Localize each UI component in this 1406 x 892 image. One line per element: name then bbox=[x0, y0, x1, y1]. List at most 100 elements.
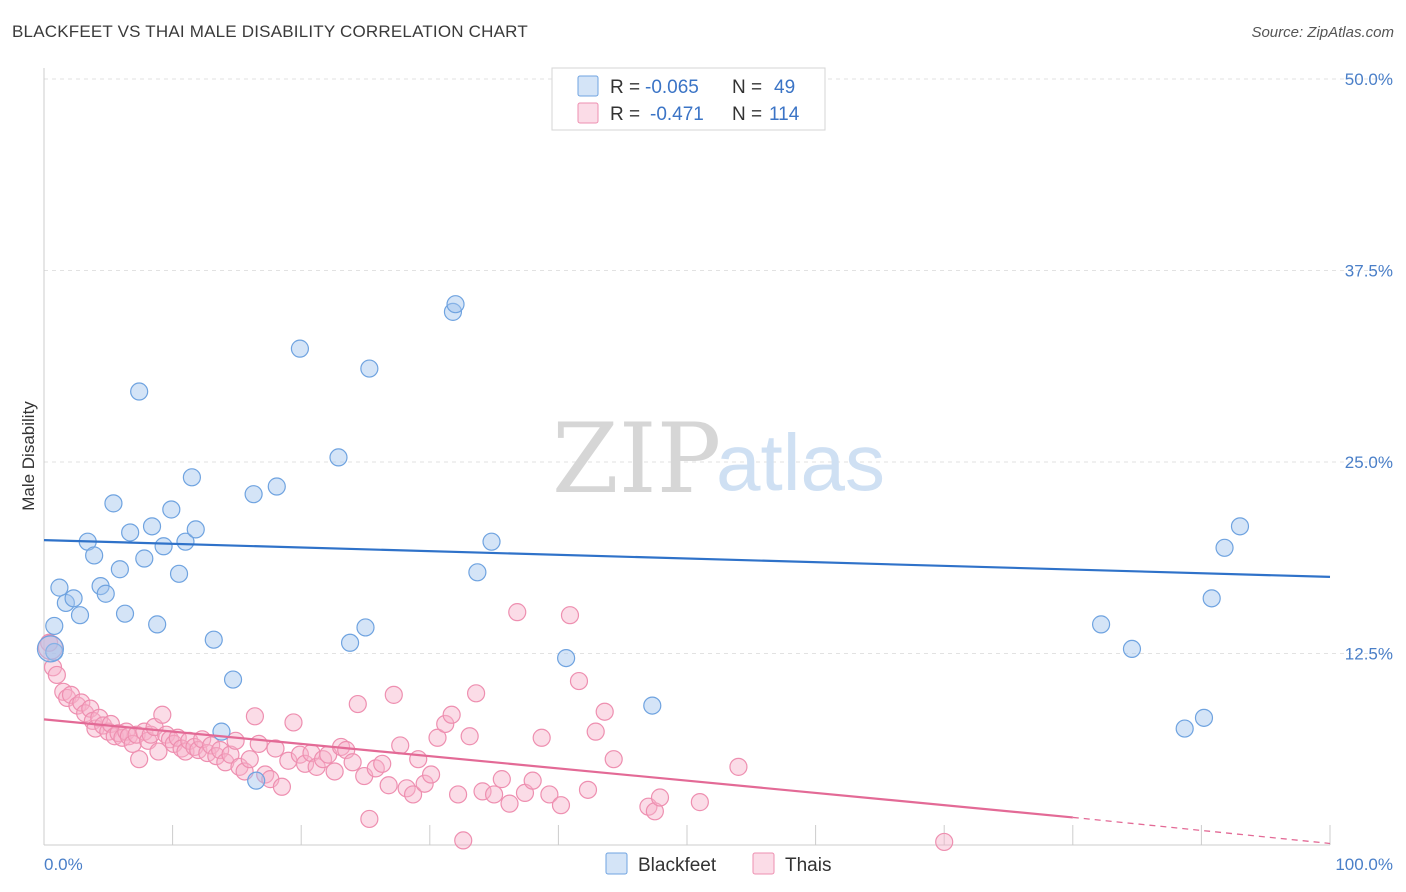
point-thais bbox=[935, 832, 954, 852]
point-blackfeet bbox=[340, 633, 360, 652]
point-blackfeet bbox=[142, 517, 162, 536]
point-thais bbox=[532, 728, 551, 747]
point-thais bbox=[249, 734, 268, 753]
legend-r-value-blackfeet: -0.065 bbox=[645, 77, 699, 98]
point-blackfeet bbox=[356, 618, 375, 637]
point-thais bbox=[202, 736, 221, 755]
point-thais bbox=[448, 785, 468, 804]
point-thais bbox=[428, 728, 447, 747]
point-thais bbox=[569, 671, 589, 691]
legend-label-thais: Thais bbox=[785, 855, 831, 876]
point-blackfeet bbox=[267, 477, 286, 496]
point-thais bbox=[466, 684, 486, 703]
point-blackfeet bbox=[482, 532, 501, 551]
point-blackfeet bbox=[176, 532, 195, 551]
point-thais bbox=[500, 794, 519, 813]
point-thais bbox=[272, 777, 292, 796]
chart-title: BLACKFEET VS THAI MALE DISABILITY CORREL… bbox=[12, 22, 528, 41]
point-thais bbox=[473, 782, 492, 801]
point-blackfeet bbox=[104, 494, 123, 513]
point-thais bbox=[47, 665, 66, 685]
point-thais bbox=[391, 736, 410, 755]
point-blackfeet bbox=[329, 448, 348, 467]
point-blackfeet bbox=[446, 295, 465, 314]
point-thais bbox=[61, 685, 81, 704]
point-blackfeet bbox=[1122, 639, 1142, 659]
y-tick-label: 50.0% bbox=[1345, 70, 1393, 89]
point-thais bbox=[366, 759, 385, 778]
series-thais bbox=[37, 603, 954, 852]
legend-label-blackfeet: Blackfeet bbox=[638, 855, 717, 876]
legend-swatch-blackfeet-bottom bbox=[605, 852, 628, 875]
watermark-zip: ZIP bbox=[552, 403, 721, 515]
point-thais bbox=[290, 745, 310, 764]
point-thais bbox=[690, 793, 709, 812]
point-thais bbox=[325, 762, 344, 781]
point-thais bbox=[123, 734, 142, 753]
legend-r-label-thais: R = bbox=[610, 104, 640, 125]
x-tick-label-min: 0.0% bbox=[44, 855, 83, 874]
point-thais bbox=[153, 705, 172, 724]
point-blackfeet bbox=[1202, 589, 1221, 608]
point-blackfeet bbox=[360, 359, 379, 378]
point-blackfeet bbox=[1230, 517, 1250, 536]
point-thais bbox=[403, 785, 423, 804]
point-blackfeet bbox=[169, 564, 189, 583]
point-thais bbox=[485, 785, 504, 804]
x-tick-label-max: 100.0% bbox=[1335, 855, 1393, 874]
point-blackfeet bbox=[50, 578, 69, 597]
point-thais bbox=[540, 785, 559, 804]
y-tick-label: 25.0% bbox=[1345, 453, 1393, 472]
point-thais bbox=[373, 754, 392, 773]
point-thais bbox=[454, 831, 473, 850]
point-thais bbox=[436, 714, 455, 734]
point-blackfeet bbox=[247, 771, 266, 790]
point-blackfeet bbox=[244, 485, 263, 504]
point-blackfeet bbox=[115, 604, 135, 623]
series-legend: Blackfeet Thais bbox=[605, 852, 831, 876]
point-thais bbox=[650, 788, 670, 807]
point-blackfeet bbox=[130, 382, 149, 401]
point-blackfeet bbox=[85, 546, 104, 565]
point-thais bbox=[266, 739, 285, 758]
x-axis-ticks bbox=[43, 825, 1331, 845]
point-blackfeet bbox=[110, 560, 129, 579]
point-thais bbox=[729, 757, 748, 776]
y-tick-labels: 12.5% 25.0% 37.5% 50.0% bbox=[1345, 70, 1393, 664]
point-blackfeet bbox=[223, 670, 243, 689]
point-thais bbox=[149, 742, 168, 761]
point-blackfeet bbox=[148, 615, 167, 634]
point-blackfeet bbox=[204, 630, 223, 649]
point-thais bbox=[595, 702, 614, 721]
grid-lines bbox=[44, 78, 1393, 654]
point-blackfeet bbox=[182, 468, 201, 487]
legend-r-value-thais: -0.471 bbox=[650, 104, 704, 125]
point-thais bbox=[560, 606, 580, 625]
point-thais bbox=[379, 776, 398, 795]
trend-line-thais bbox=[43, 718, 1073, 819]
legend-swatch-thais bbox=[577, 102, 599, 124]
source-label: Source: ZipAtlas.com bbox=[1251, 24, 1394, 41]
legend-swatch-thais-bottom bbox=[752, 852, 775, 875]
y-axis-label: Male Disability bbox=[19, 401, 38, 511]
point-thais bbox=[586, 722, 605, 741]
trend-line-blackfeet bbox=[43, 539, 1331, 578]
point-thais bbox=[72, 693, 91, 712]
point-thais bbox=[551, 796, 571, 815]
point-blackfeet bbox=[135, 549, 154, 568]
point-thais bbox=[245, 707, 265, 726]
legend-n-label-thais: N = bbox=[732, 104, 762, 125]
point-blackfeet bbox=[121, 523, 140, 542]
point-thais bbox=[578, 780, 598, 799]
point-thais bbox=[645, 802, 664, 821]
point-blackfeet bbox=[186, 520, 205, 539]
point-blackfeet bbox=[64, 589, 83, 608]
series-blackfeet bbox=[36, 82, 1250, 790]
legend-n-value-blackfeet: 49 bbox=[774, 77, 795, 98]
legend-r-label-blackfeet: R = bbox=[610, 77, 640, 98]
point-thais bbox=[343, 753, 362, 772]
point-blackfeet bbox=[154, 537, 173, 556]
point-thais bbox=[240, 750, 259, 769]
watermark-atlas: atlas bbox=[716, 418, 885, 507]
